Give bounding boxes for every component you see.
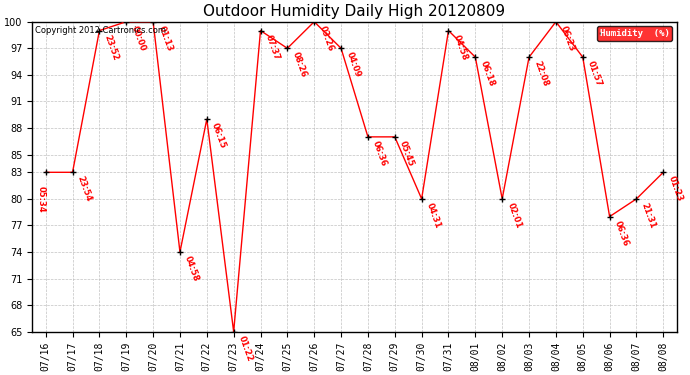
- Text: 07:37: 07:37: [264, 33, 282, 61]
- Text: 04:58: 04:58: [183, 255, 201, 283]
- Text: 08:26: 08:26: [290, 51, 308, 79]
- Text: 04:58: 04:58: [452, 33, 469, 62]
- Text: 23:52: 23:52: [103, 33, 120, 62]
- Text: 03:26: 03:26: [317, 24, 335, 52]
- Text: 22:08: 22:08: [532, 60, 550, 88]
- Text: 04:09: 04:09: [344, 51, 362, 79]
- Text: 06:18: 06:18: [479, 60, 496, 88]
- Title: Outdoor Humidity Daily High 20120809: Outdoor Humidity Daily High 20120809: [204, 4, 506, 19]
- Legend: Humidity  (%): Humidity (%): [597, 26, 672, 40]
- Text: 02:01: 02:01: [505, 201, 523, 229]
- Text: 05:34: 05:34: [37, 186, 46, 212]
- Text: 01:57: 01:57: [586, 60, 604, 88]
- Text: Copyright 2012 Cartronics.com: Copyright 2012 Cartronics.com: [35, 26, 166, 35]
- Text: 06:15: 06:15: [210, 122, 228, 150]
- Text: 06:36: 06:36: [371, 140, 388, 168]
- Text: 06:23: 06:23: [559, 24, 577, 52]
- Text: 00:00: 00:00: [130, 24, 147, 52]
- Text: 05:45: 05:45: [398, 140, 415, 168]
- Text: 01:13: 01:13: [157, 24, 174, 52]
- Text: 01:22: 01:22: [237, 334, 255, 363]
- Text: 23:54: 23:54: [76, 175, 93, 203]
- Text: 06:36: 06:36: [613, 219, 631, 248]
- Text: 21:31: 21:31: [640, 201, 658, 230]
- Text: 04:31: 04:31: [425, 201, 442, 229]
- Text: 01:23: 01:23: [667, 175, 684, 203]
